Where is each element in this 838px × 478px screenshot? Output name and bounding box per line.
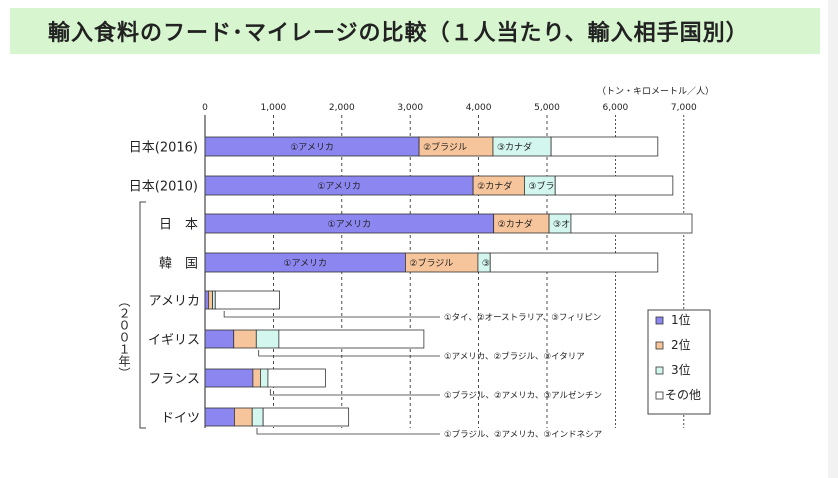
bar-segment [570,213,693,234]
legend-swatch [655,316,664,325]
x-tick-label: 4,000 [466,103,492,113]
legend-swatch [655,341,664,350]
bar-segment [255,329,280,349]
title-bar: 輸入食料のフード･マイレージの比較（１人当たり、輸入相手国別） [10,8,820,54]
bar-segment [204,290,209,310]
legend-swatch [655,391,664,400]
row-label: アメリカ [149,294,200,309]
note-arrow [256,428,259,435]
group-label-2001: （２００１年） [117,295,131,379]
x-tick-label: 5,000 [534,103,560,113]
bar-segment [204,329,235,349]
bar-segment [208,290,213,310]
legend-label: その他 [665,388,701,402]
segment-label: ①アメリカ [283,258,327,269]
x-tick-label: 7,000 [671,103,697,113]
segment-label: ①アメリカ [290,142,334,153]
row-label: 日本(2010) [129,180,198,195]
country-note: ①タイ、②オーストラリア、③フィリピン [444,313,601,323]
bar-segment [204,407,235,427]
bar-segment [262,407,350,427]
row-label: フランス [148,372,200,387]
bar-segment [550,136,659,157]
segment-label: ②ブラジル [423,141,467,153]
page-title: 輸入食料のフード･マイレージの比較（１人当たり、輸入相手国別） [48,21,749,46]
row-label: 日本(2016) [129,141,198,156]
x-tick-label: 6,000 [603,103,629,113]
note-arrow [223,311,227,318]
row-label: ドイツ [161,411,200,426]
bar-segment [251,407,264,427]
segment-label: ②カナダ [477,180,512,192]
segment-label: ②カナダ [498,218,533,230]
segment-label: ①アメリカ [328,219,372,230]
segment-label: ①アメリカ [317,181,361,192]
bar-segment [278,329,425,349]
legend-label: 2位 [671,337,691,352]
legend-label: 3位 [671,362,691,377]
x-tick-label: 0 [202,103,208,113]
bar-segment [252,368,261,388]
page-right-edge [828,0,838,478]
bar-segment [260,368,269,388]
country-note: ①アメリカ、②ブラジル、③イタリア [444,351,585,362]
bar-segment [489,252,659,273]
legend-label: 1位 [671,312,691,327]
country-note: ①ブラジル、②アメリカ、③インドネシア [444,429,602,440]
x-axis-unit-label: （トン・キロメートル／人） [597,86,714,97]
x-tick-label: 1,000 [261,103,287,113]
bar-segment [554,175,674,196]
row-label: 日 本 [159,218,198,233]
row-label: イギリス [148,333,200,348]
row-label: 韓 国 [159,257,198,272]
group-bracket [139,201,146,429]
note-arrow [269,389,273,396]
x-tick-label: 3,000 [397,103,423,113]
bar-segment [212,290,216,310]
x-tick-label: 2,000 [329,103,355,113]
bar-segment [233,329,257,349]
bar-segment [204,368,254,388]
segment-label: ②ブラジル [409,257,453,269]
country-note: ①ブラジル、②アメリカ、③アルゼンチン [444,390,602,401]
bar-segment [214,290,280,310]
legend-swatch [655,366,664,375]
bar-segment [234,407,253,427]
segment-label: ③カナダ [497,141,532,153]
note-arrow [258,350,261,357]
bar-segment [267,368,326,388]
